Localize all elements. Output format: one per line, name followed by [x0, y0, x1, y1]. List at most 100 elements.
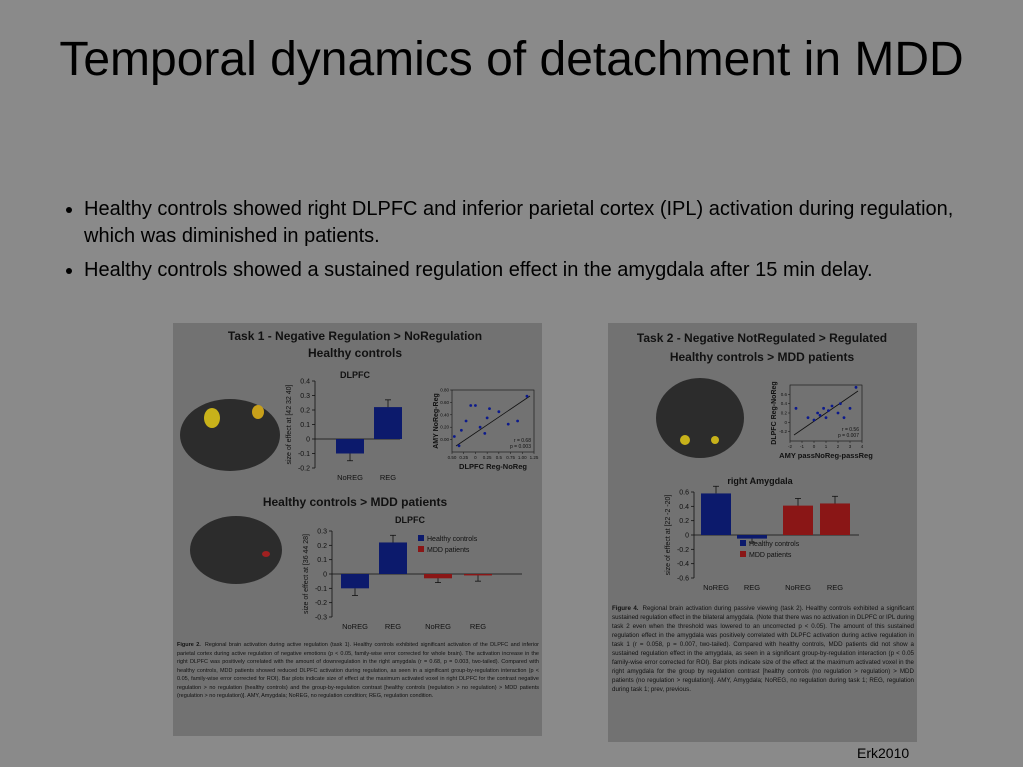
bar — [701, 493, 731, 535]
y-tick-label: 0.1 — [300, 422, 310, 429]
brain-image — [656, 378, 744, 458]
activation-blob — [680, 435, 690, 445]
activation-blob — [204, 408, 220, 428]
legend-label: Healthy controls — [427, 536, 478, 543]
bullet-list: Healthy controls showed right DLPFC and … — [52, 196, 984, 291]
y-tick-label: -0.6 — [677, 576, 689, 583]
scatter-point — [469, 404, 473, 407]
scatter-point — [839, 402, 842, 406]
x-tick-label: REG — [385, 622, 401, 631]
x-tick-label: 0.25 — [483, 455, 492, 460]
x-tick-label: 2 — [837, 444, 840, 449]
legend-swatch — [740, 540, 746, 546]
y-tick-label: -0.3 — [315, 615, 327, 622]
y-tick-label: 0 — [306, 437, 310, 444]
chart-title: DLPFC — [340, 370, 370, 380]
y-axis-label: size of effect at [22 -2 -20] — [665, 495, 672, 576]
bar — [336, 439, 364, 454]
regression-line — [455, 395, 531, 447]
legend-label: Healthy controls — [749, 541, 800, 548]
caption-label: Figure 4. — [612, 605, 639, 612]
y-tick-label: 0.6 — [679, 490, 689, 497]
y-tick-label: 0.2 — [300, 408, 310, 415]
y-tick-label: 0.00 — [440, 437, 449, 442]
scatter-point — [830, 404, 834, 408]
bar — [424, 574, 452, 579]
bullet: Healthy controls showed right DLPFC and … — [84, 196, 984, 250]
scatter-point — [836, 411, 840, 415]
scatter-point — [827, 409, 830, 413]
scatter-point — [854, 385, 858, 389]
scatter-point — [842, 416, 846, 420]
y-tick-label: 0.60 — [440, 400, 449, 405]
bar — [341, 574, 369, 589]
legend-label: MDD patients — [749, 552, 792, 559]
scatter-point — [806, 416, 810, 420]
scatter-point — [824, 416, 828, 420]
x-tick-label: 1.25 — [530, 455, 539, 460]
annotation: p = 0.007 — [838, 433, 859, 439]
scatter-point — [474, 404, 477, 407]
y-tick-label: 0.1 — [317, 557, 327, 564]
y-tick-label: -0.2 — [298, 466, 310, 473]
legend-swatch — [740, 551, 746, 557]
figure-heading: Task 1 - Negative Regulation > NoRegulat… — [228, 329, 482, 343]
x-tick-label: 0.25 — [459, 455, 468, 460]
y-tick-label: 0.80 — [440, 388, 449, 393]
chart-title: DLPFC — [395, 515, 425, 525]
x-tick-label: 1 — [825, 444, 828, 449]
y-tick-label: 0 — [323, 572, 327, 579]
figure-subheading: Healthy controls > MDD patients — [670, 350, 855, 364]
y-tick-label: 0.3 — [300, 393, 310, 400]
scatter-point — [497, 410, 501, 414]
bullet: Healthy controls showed a sustained regu… — [84, 257, 984, 284]
activation-blob — [711, 436, 719, 444]
x-tick-label: REG — [827, 583, 843, 592]
x-tick-label: NoREG — [703, 583, 729, 592]
caption-label: Figure 2. — [177, 642, 201, 648]
y-tick-label: 0.4 — [679, 504, 689, 511]
y-tick-label: 0.3 — [317, 529, 327, 536]
credit: Erk2010 — [857, 745, 910, 761]
plot-frame — [451, 389, 535, 453]
y-tick-label: 0.2 — [679, 518, 689, 525]
scatter-point — [483, 432, 487, 435]
legend-swatch — [418, 546, 424, 552]
bar — [379, 542, 407, 574]
scatter-point — [485, 416, 489, 420]
bar — [783, 505, 813, 535]
regression-line — [793, 390, 859, 436]
scatter-point — [818, 413, 822, 417]
annotation: r = 0.68 — [514, 438, 531, 444]
scatter-point — [488, 407, 491, 410]
scatter-point — [459, 428, 463, 432]
annotation: p = 0.003 — [510, 444, 531, 450]
slide-title: Temporal dynamics of detachment in MDD — [59, 33, 964, 86]
brain-image — [180, 399, 280, 471]
y-tick-label: -0.1 — [298, 451, 310, 458]
bar — [464, 574, 492, 576]
x-tick-label: NoREG — [425, 622, 451, 631]
bar — [737, 535, 767, 539]
scatter-point — [816, 411, 819, 415]
y-tick-label: -0.2 — [677, 547, 689, 554]
x-tick-label: 0.50 — [448, 455, 457, 460]
x-tick-label: 0.5 — [496, 455, 503, 460]
y-tick-label: 0.2 — [317, 543, 327, 550]
bar — [374, 407, 402, 439]
activation-blob — [262, 551, 270, 557]
y-tick-label: -0.2 — [779, 429, 787, 434]
y-axis-label: DLPFC Reg-NoReg — [771, 381, 778, 444]
scatter-point — [478, 425, 482, 429]
x-tick-label: 4 — [861, 444, 864, 449]
scatter-point — [457, 444, 461, 448]
x-tick-label: 3 — [849, 444, 852, 449]
x-tick-label: 0.75 — [506, 455, 515, 460]
legend-label: MDD patients — [427, 547, 470, 554]
caption-text: Regional brain activation during active … — [177, 642, 540, 699]
scatter-point — [794, 406, 798, 410]
scatter-point — [506, 422, 510, 426]
figure-caption: Figure 2. Regional brain activation durin… — [177, 641, 539, 701]
y-tick-label: 0 — [685, 533, 689, 540]
